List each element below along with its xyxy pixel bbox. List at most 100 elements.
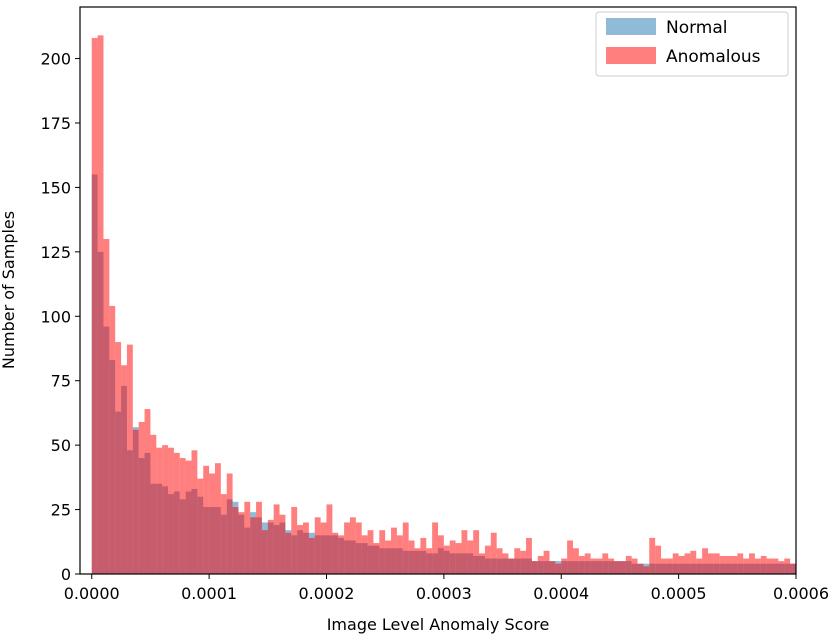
bar-anomalous (467, 540, 474, 574)
bar-anomalous (361, 535, 368, 574)
bar-anomalous (209, 473, 215, 574)
bar-anomalous (438, 535, 444, 574)
bar-anomalous (109, 305, 116, 574)
bar-anomalous (168, 447, 174, 574)
bar-anomalous (97, 35, 104, 575)
x-tick-label: 0.0000 (64, 584, 120, 603)
bar-anomalous (531, 561, 538, 574)
bar-anomalous (737, 553, 744, 574)
bar-anomalous (449, 540, 456, 574)
bar-anomalous (91, 37, 98, 575)
bar-anomalous (561, 558, 568, 574)
bar-anomalous (725, 555, 732, 574)
x-tick-label: 0.0004 (533, 584, 589, 603)
bar-anomalous (784, 558, 791, 574)
bar-anomalous (572, 548, 579, 574)
bar-anomalous (308, 537, 315, 574)
bar-anomalous (373, 543, 380, 574)
bar-anomalous (555, 563, 562, 574)
bar-anomalous (115, 342, 122, 574)
bar-anomalous (473, 530, 480, 574)
bar-anomalous (414, 548, 421, 574)
legend-swatch-normal (606, 18, 656, 35)
bar-anomalous (766, 558, 773, 574)
bar-anomalous (332, 532, 339, 574)
bar-anomalous (338, 535, 345, 574)
bar-anomalous (197, 478, 204, 574)
bar-anomalous (790, 563, 796, 574)
bar-anomalous (655, 545, 662, 574)
bar-anomalous (502, 553, 509, 574)
bar-anomalous (256, 501, 262, 574)
bar-anomalous (678, 555, 685, 574)
y-tick-label: 0 (61, 565, 71, 584)
bar-anomalous (185, 460, 192, 574)
bar-anomalous (590, 558, 597, 574)
bar-anomalous (226, 473, 233, 574)
bar-anomalous (643, 566, 650, 574)
x-tick-label: 0.0006 (773, 584, 829, 603)
bar-anomalous (344, 522, 350, 574)
bar-anomalous (297, 525, 304, 574)
bar-anomalous (150, 434, 157, 574)
bar-anomalous (214, 463, 221, 574)
bar-anomalous (285, 532, 292, 574)
bar-anomalous (238, 512, 245, 574)
bar-anomalous (690, 550, 697, 574)
bar-anomalous (303, 522, 309, 574)
y-tick-label: 200 (40, 50, 71, 69)
bar-anomalous (625, 555, 632, 574)
bar-anomalous (244, 501, 251, 574)
x-tick-label: 0.0003 (416, 584, 472, 603)
bar-anomalous (596, 558, 603, 574)
x-tick-label: 0.0002 (298, 584, 354, 603)
bar-anomalous (391, 527, 397, 574)
bar-anomalous (126, 344, 133, 574)
bar-anomalous (479, 553, 485, 574)
bar-anomalous (408, 540, 415, 574)
bar-anomalous (578, 555, 585, 574)
bar-anomalous (496, 548, 503, 574)
x-tick-label: 0.0001 (181, 584, 237, 603)
bar-anomalous (396, 535, 403, 574)
bar-anomalous (250, 517, 257, 574)
bar-anomalous (138, 421, 145, 574)
plot-frame (79, 6, 797, 575)
bar-anomalous (584, 553, 591, 574)
bar-anomalous (426, 548, 433, 574)
bar-anomalous (162, 445, 169, 574)
bar-anomalous (385, 540, 392, 574)
y-tick-label: 75 (51, 372, 71, 391)
x-axis-label: Image Level Anomaly Score (327, 615, 550, 634)
bar-anomalous (707, 553, 714, 574)
bar-anomalous (144, 409, 151, 574)
bar-anomalous (760, 555, 767, 574)
bar-anomalous (232, 506, 239, 574)
legend-swatch-anomalous (606, 47, 656, 64)
bar-anomalous (608, 558, 615, 574)
bar-anomalous (508, 558, 515, 574)
bar-anomalous (537, 555, 544, 574)
bar-anomalous (349, 517, 356, 574)
bar-anomalous (291, 506, 298, 574)
bar-anomalous (432, 522, 438, 574)
bar-anomalous (666, 558, 673, 574)
y-tick-label: 175 (40, 114, 71, 133)
bar-anomalous (631, 558, 638, 574)
bar-anomalous (719, 555, 726, 574)
bar-anomalous (778, 561, 785, 574)
bar-anomalous (103, 238, 110, 575)
bar-anomalous (661, 558, 667, 574)
bar-anomalous (619, 561, 626, 574)
bar-anomalous (220, 494, 227, 574)
bar-anomalous (514, 548, 521, 574)
bar-anomalous (490, 532, 497, 574)
bar-anomalous (702, 548, 708, 574)
bar-anomalous (684, 553, 691, 574)
bar-anomalous (367, 530, 374, 574)
y-tick-label: 150 (40, 178, 71, 197)
bar-anomalous (731, 555, 738, 574)
bar-anomalous (314, 517, 321, 574)
bar-anomalous (672, 553, 679, 574)
y-tick-label: 25 (51, 501, 71, 520)
